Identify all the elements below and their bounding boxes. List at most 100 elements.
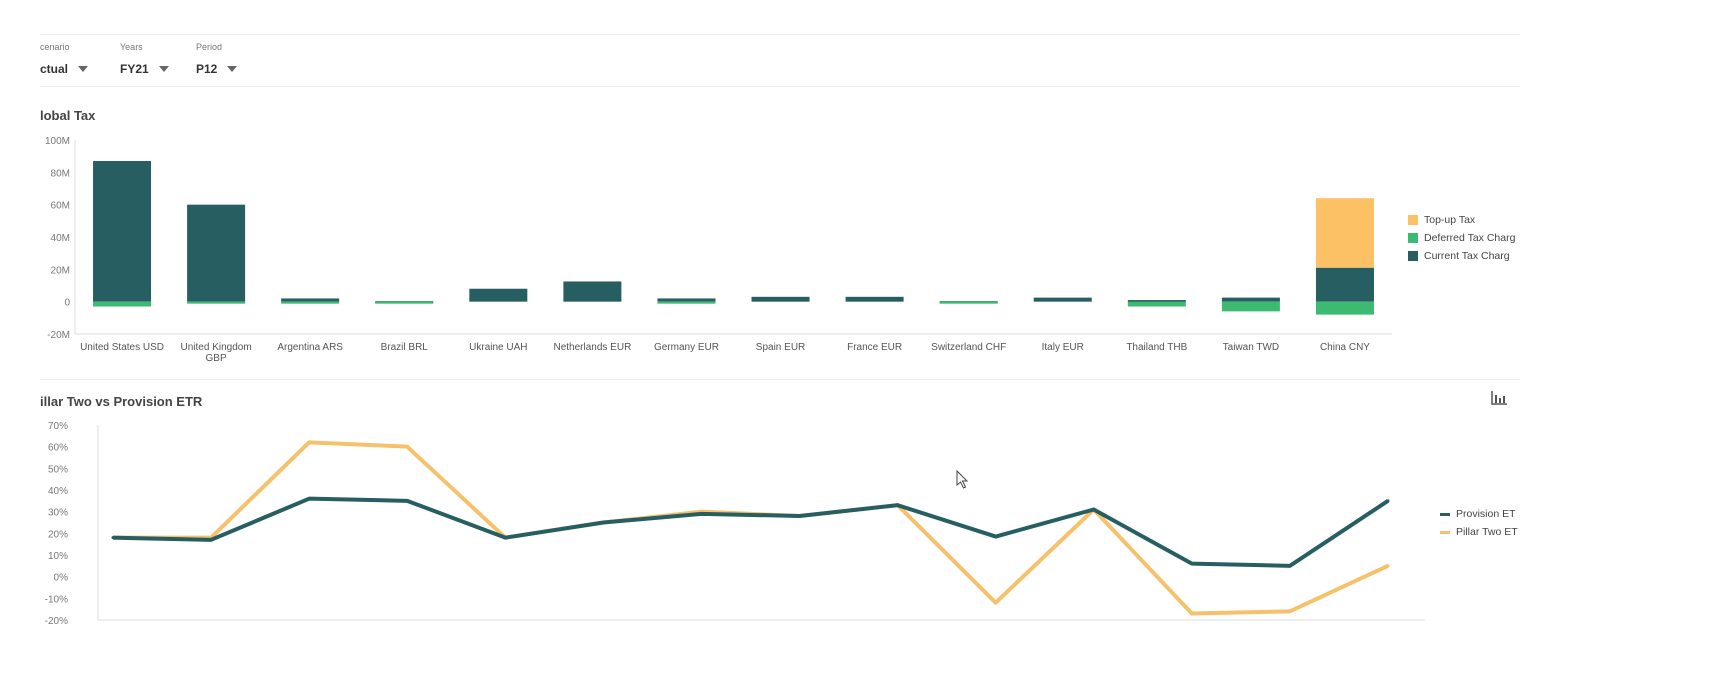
pillar-two-line — [113, 440, 1389, 616]
legend-label: Top-up Tax — [1424, 214, 1476, 226]
etr-title: illar Two vs Provision ETR — [40, 394, 203, 409]
legend-label: Provision ET — [1456, 508, 1516, 520]
x-tick-label: Brazil BRL — [381, 342, 429, 353]
y-tick-label: 50% — [48, 464, 68, 475]
chevron-down-icon[interactable] — [227, 66, 238, 72]
y-tick-label: -20M — [47, 330, 70, 341]
bar-deferred — [1221, 301, 1280, 312]
bar-deferred — [939, 301, 998, 304]
x-tick-label: Switzerland CHF — [931, 342, 1006, 353]
x-tick-label: Thailand THB — [1126, 342, 1187, 353]
legend-line — [1440, 530, 1450, 534]
scenario-value: ctual — [40, 62, 69, 76]
bar-current — [469, 288, 528, 302]
legend-topup[interactable]: Top-up Tax — [1408, 211, 1518, 229]
x-tick-label: GBP — [206, 353, 227, 364]
x-tick-label: Ukraine UAH — [469, 342, 527, 353]
data-point — [1288, 564, 1292, 568]
bar-current — [563, 281, 622, 302]
data-point — [994, 601, 998, 605]
data-point — [994, 535, 998, 539]
chevron-down-icon[interactable] — [78, 66, 89, 72]
bar-current — [845, 296, 904, 302]
chevron-down-icon[interactable] — [158, 66, 169, 72]
x-tick-label: Italy EUR — [1042, 342, 1084, 353]
data-point — [896, 503, 900, 507]
legend-label: Deferred Tax Charg — [1424, 232, 1516, 244]
x-tick-label: France EUR — [847, 342, 902, 353]
data-point — [1190, 612, 1194, 615]
provision-line — [112, 496, 1390, 568]
y-tick-label: 0% — [54, 573, 69, 584]
legend-line — [1440, 512, 1450, 516]
scenario-filter[interactable]: cenario ctual — [40, 42, 89, 76]
data-point — [798, 514, 802, 518]
bar-deferred — [1127, 301, 1186, 307]
x-tick-label: United Kingdom — [181, 342, 252, 353]
data-point — [1288, 609, 1292, 613]
legend-label: Current Tax Charg — [1424, 250, 1510, 262]
y-tick-label: 0 — [64, 298, 70, 309]
line-legend: Provision ET Pillar Two ET — [1440, 505, 1520, 541]
filter-divider — [40, 86, 1520, 87]
legend-pillar[interactable]: Pillar Two ET — [1440, 523, 1520, 541]
bar-current — [1033, 297, 1092, 302]
x-tick-label: Spain EUR — [756, 342, 805, 353]
y-tick-label: 40M — [51, 233, 70, 244]
x-tick-label: China CNY — [1320, 342, 1370, 353]
bar-deferred — [187, 301, 246, 304]
data-point — [405, 445, 409, 449]
y-tick-label: 30% — [48, 508, 68, 519]
global-tax-title: lobal Tax — [40, 108, 96, 123]
bar-current — [281, 298, 340, 302]
legend-swatch — [1408, 251, 1418, 261]
y-tick-label: -10% — [45, 594, 68, 605]
y-tick-label: 60% — [48, 443, 68, 454]
y-tick-label: 80M — [51, 168, 70, 179]
period-filter[interactable]: Period P12 — [196, 42, 238, 76]
bar-deferred — [1315, 301, 1374, 315]
period-value: P12 — [196, 62, 218, 76]
data-point — [601, 521, 605, 524]
x-tick-label: Taiwan TWD — [1223, 342, 1280, 353]
section-divider — [40, 379, 1520, 380]
data-point — [307, 440, 311, 444]
data-point — [1190, 562, 1194, 566]
bar-current — [657, 298, 716, 302]
legend-swatch — [1408, 215, 1418, 225]
data-point — [503, 536, 507, 540]
bar-legend: Top-up Tax Deferred Tax Charg Current Ta… — [1408, 211, 1518, 265]
data-point — [209, 538, 213, 542]
mouse-cursor-icon — [956, 469, 969, 489]
y-tick-label: 10% — [48, 551, 68, 562]
y-tick-label: -20% — [45, 616, 68, 627]
bar-current — [93, 161, 152, 302]
y-tick-label: 100M — [45, 136, 70, 147]
data-point — [1386, 564, 1390, 568]
bar-current — [1221, 297, 1280, 302]
years-filter[interactable]: Years FY21 — [120, 42, 169, 76]
y-tick-label: 20M — [51, 265, 70, 276]
y-tick-label: 40% — [48, 486, 68, 497]
top-divider — [40, 34, 1520, 35]
data-point — [1386, 499, 1390, 503]
data-point — [111, 536, 115, 540]
bar-current — [1127, 300, 1186, 303]
legend-label: Pillar Two ET — [1456, 526, 1518, 538]
x-tick-label: United States USD — [80, 342, 164, 353]
period-label: Period — [196, 42, 223, 52]
data-point — [699, 512, 703, 516]
years-label: Years — [120, 42, 143, 52]
legend-swatch — [1408, 233, 1418, 243]
bar-deferred — [657, 301, 716, 304]
years-value: FY21 — [120, 62, 149, 76]
legend-deferred[interactable]: Deferred Tax Charg — [1408, 229, 1518, 247]
legend-provision[interactable]: Provision ET — [1440, 505, 1520, 523]
bar-chart-icon[interactable] — [1490, 390, 1508, 406]
data-point — [1092, 508, 1096, 511]
legend-current[interactable]: Current Tax Charg — [1408, 247, 1518, 265]
x-tick-label: Argentina ARS — [277, 342, 343, 353]
x-tick-label: Germany EUR — [654, 342, 719, 353]
data-point — [307, 497, 311, 501]
